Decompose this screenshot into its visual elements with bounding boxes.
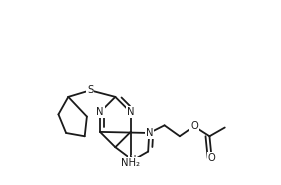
- Text: N: N: [146, 128, 153, 138]
- Text: O: O: [190, 121, 198, 131]
- Text: S: S: [87, 85, 93, 95]
- Text: NH₂: NH₂: [121, 157, 140, 168]
- Text: N: N: [127, 107, 134, 117]
- Text: N: N: [96, 107, 104, 117]
- Text: O: O: [208, 153, 216, 163]
- Text: N: N: [129, 155, 137, 165]
